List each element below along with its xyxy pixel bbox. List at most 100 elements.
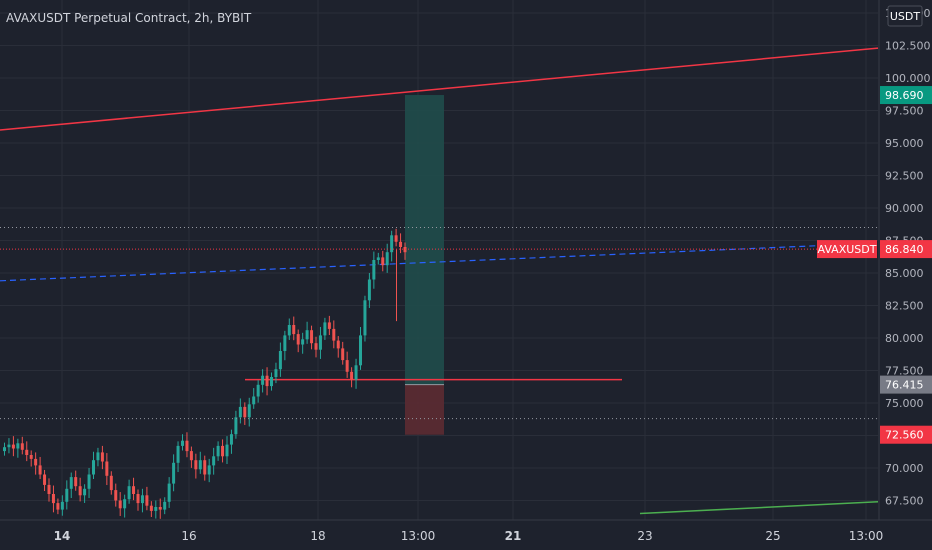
candle-body-26 <box>118 500 122 509</box>
candle-body-90 <box>403 247 407 253</box>
candle-body-87 <box>390 235 394 253</box>
candle-body-18 <box>83 488 87 496</box>
candle-body-42 <box>189 451 193 461</box>
y-tick-15: 67.500 <box>885 495 924 508</box>
y-tick-11: 77.500 <box>885 365 924 378</box>
candle-body-23 <box>105 461 109 476</box>
current-price-tag-bg <box>880 240 932 259</box>
target-price-tag-bg <box>880 86 932 105</box>
y-tick-12: 75.000 <box>885 397 924 410</box>
candle-body-4 <box>20 443 24 450</box>
x-tick-3: 13:00 <box>401 529 436 543</box>
currency-label: USDT <box>890 10 921 23</box>
candle-body-64 <box>287 325 291 336</box>
y-tick-4: 95.000 <box>885 137 924 150</box>
candle-body-38 <box>172 462 176 484</box>
y-tick-10: 80.000 <box>885 332 924 345</box>
chart-title: AVAXUSDT Perpetual Contract, 2h, BYBIT <box>6 11 252 25</box>
candle-body-86 <box>385 252 389 266</box>
candle-body-55 <box>247 404 251 418</box>
candle-body-49 <box>221 445 225 457</box>
candle-body-40 <box>181 440 184 446</box>
candle-body-75 <box>336 340 340 349</box>
target-price-tag-text: 98.690 <box>885 89 924 102</box>
x-tick-2: 18 <box>310 529 325 543</box>
candle-body-58 <box>261 375 265 385</box>
x-tick-1: 16 <box>181 529 196 543</box>
candle-body-52 <box>234 417 238 435</box>
candle-body-25 <box>114 490 118 501</box>
candle-body-50 <box>225 444 229 457</box>
candle-body-79 <box>354 365 358 380</box>
candle-body-0 <box>3 447 6 452</box>
candle-body-41 <box>185 440 189 452</box>
candle-body-31 <box>140 495 144 504</box>
candle-body-19 <box>87 474 91 489</box>
candle-body-66 <box>296 334 300 345</box>
candle-body-74 <box>332 328 336 341</box>
y-tick-3: 97.500 <box>885 105 924 118</box>
candle-body-85 <box>381 257 385 266</box>
candle-body-60 <box>270 377 273 387</box>
candle-body-70 <box>314 343 318 350</box>
candle-body-65 <box>292 325 296 335</box>
candle-body-22 <box>100 452 104 462</box>
candle-body-32 <box>145 495 149 506</box>
candle-body-36 <box>163 501 167 510</box>
candle-body-46 <box>207 465 211 475</box>
candle-body-29 <box>132 486 136 494</box>
x-tick-0: 14 <box>54 529 71 543</box>
y-tick-5: 92.500 <box>885 170 924 183</box>
candle-body-10 <box>47 484 51 494</box>
y-tick-14: 70.000 <box>885 462 924 475</box>
candle-body-47 <box>212 456 216 466</box>
candle-body-39 <box>176 445 180 463</box>
candle-body-34 <box>154 507 158 511</box>
candle-body-3 <box>16 443 20 449</box>
candle-body-17 <box>78 486 82 496</box>
candle-body-9 <box>43 474 47 485</box>
x-tick-5: 23 <box>637 529 652 543</box>
candle-body-5 <box>25 449 29 455</box>
candle-body-28 <box>127 486 131 500</box>
candle-body-62 <box>278 351 282 370</box>
overlay-lines <box>0 227 878 420</box>
candle-body-51 <box>229 434 233 445</box>
candle-body-72 <box>323 322 327 336</box>
candle-body-6 <box>29 455 33 459</box>
candle-body-7 <box>34 458 38 466</box>
candle-body-8 <box>38 465 42 475</box>
candle-body-27 <box>123 499 127 509</box>
candle-body-13 <box>60 501 64 510</box>
candle-body-43 <box>194 460 198 470</box>
candle-body-45 <box>203 460 207 475</box>
x-tick-4: 21 <box>505 529 522 543</box>
entry-price-tag-text: 76.415 <box>885 379 924 392</box>
x-tick-7: 13:00 <box>849 529 884 543</box>
candle-body-71 <box>318 335 322 350</box>
candle-body-35 <box>158 507 162 510</box>
y-tick-9: 82.500 <box>885 300 924 313</box>
candle-body-78 <box>350 371 354 380</box>
stop-price-tag-bg <box>880 425 932 444</box>
candle-body-1 <box>7 444 11 448</box>
candle-body-73 <box>327 322 331 329</box>
candle-body-84 <box>376 257 380 260</box>
candle-body-14 <box>65 488 69 502</box>
candle-body-30 <box>136 494 140 504</box>
upper-trendline <box>0 47 879 131</box>
candle-body-77 <box>345 360 349 372</box>
bottom-green-trendline <box>639 501 879 515</box>
position-zones[interactable] <box>405 95 444 435</box>
price-labels: USDT 98.690 76.415 72.560 86.840 AVAXUSDT <box>817 5 932 444</box>
candle-body-24 <box>109 475 113 491</box>
y-tick-6: 90.000 <box>885 202 924 215</box>
trend-lines[interactable] <box>0 0 879 515</box>
candle-body-2 <box>11 444 15 449</box>
candle-body-11 <box>51 494 55 504</box>
candle-body-12 <box>56 503 60 510</box>
profit-zone <box>405 95 444 385</box>
candle-body-59 <box>265 375 269 387</box>
